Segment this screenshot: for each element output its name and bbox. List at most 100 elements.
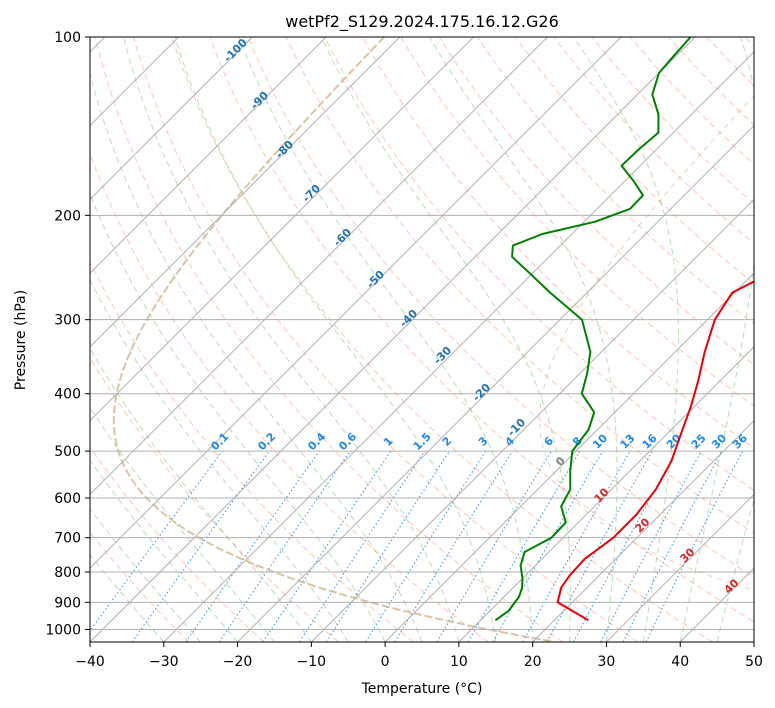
mixing-ratio-line: [645, 450, 743, 642]
x-tick-label: −30: [149, 654, 179, 670]
isotherm-label: -90: [248, 89, 271, 112]
y-tick-label: 300: [54, 313, 81, 329]
mixing-ratio-line: [325, 450, 450, 642]
isotherm-label: -70: [300, 182, 323, 205]
isotherm-label: -30: [431, 344, 454, 367]
theta-e-line: [539, 95, 754, 591]
dry-adiabat: [94, 37, 564, 642]
mixing-ratio-label: 0.1: [208, 430, 231, 453]
mixing-ratio-line: [365, 450, 487, 642]
y-tick-label: 400: [54, 387, 81, 403]
isotherm-label: -20: [470, 381, 493, 404]
moist-adiabat: [90, 507, 202, 642]
y-tick-label: 500: [54, 444, 81, 460]
y-tick-label: 700: [54, 531, 81, 547]
mixing-ratio-line: [131, 450, 270, 642]
isotherm-gridline: [606, 493, 754, 642]
isotherm-gridline: [237, 124, 754, 642]
chart-title: wetPf2_S129.2024.175.16.12.G26: [285, 12, 559, 32]
isotherm-gridline: [163, 51, 754, 642]
isotherm-label: -60: [331, 226, 354, 249]
moist-adiabat: [90, 347, 312, 642]
mixing-ratio-line: [218, 450, 351, 642]
mixing-ratio-label: 16: [640, 431, 660, 451]
moist-adiabat: [90, 71, 423, 642]
dry-adiabat: [706, 37, 754, 87]
moist-adiabat: [716, 497, 754, 642]
isotherm-label: -100: [221, 36, 250, 65]
moist-adiabat: [174, 37, 497, 642]
isotherm-gridline: [532, 419, 754, 642]
mixing-ratio-label: 3: [476, 434, 491, 449]
moist-adiabat: [573, 37, 680, 642]
mixing-ratio-line: [467, 450, 581, 642]
moist-adiabat: [90, 406, 275, 642]
x-tick-label: 10: [450, 654, 468, 670]
theta-e-line: [112, 37, 556, 642]
isotherm-gridline: [90, 37, 696, 642]
moist-adiabat: [320, 37, 571, 642]
moist-adiabat: [90, 459, 238, 642]
temperature-profile: [556, 280, 754, 622]
isotherm-gridline: [90, 37, 548, 496]
isotherm-gridline: [458, 346, 754, 642]
moist-adiabat: [90, 553, 165, 642]
isotherm-gridline: [90, 37, 622, 569]
x-axis-title: Temperature (°C): [361, 681, 483, 697]
isotherm-gridline: [90, 37, 401, 348]
mixing-ratio-line: [394, 450, 513, 642]
dry-adiabat: [90, 152, 489, 642]
y-tick-label: 800: [54, 565, 81, 581]
x-tick-label: 40: [671, 654, 689, 670]
axis-ticks: −40 −30 −20 −10 0 10 20 30 40 50 100 200 300 400 500 60…: [45, 30, 763, 670]
dry-adiabat-label: 40: [722, 576, 742, 596]
dry-adiabat: [515, 37, 754, 285]
moist-adiabat: [90, 278, 349, 642]
isotherm-label: -80: [273, 138, 296, 161]
series-layer: [494, 37, 754, 622]
isotherm-gridline: [384, 272, 754, 642]
x-tick-label: 0: [381, 654, 390, 670]
isotherm-label: -50: [364, 268, 387, 291]
mixing-ratio-label: 13: [618, 432, 638, 452]
mixing-ratio-line: [573, 450, 677, 642]
dry-adiabat: [476, 37, 754, 325]
x-tick-label: −20: [223, 654, 253, 670]
grid-layer: [90, 37, 754, 642]
dry-adiabat: [90, 356, 339, 642]
mixing-ratio-line: [185, 450, 320, 642]
dry-adiabat: [323, 37, 754, 491]
mixing-ratio-line: [262, 450, 392, 642]
y-axis-title: Pressure (hPa): [13, 290, 29, 390]
x-tick-label: 50: [745, 654, 763, 670]
y-tick-label: 200: [54, 208, 81, 224]
x-tick-label: −40: [75, 654, 105, 670]
dry-adiabat-label: 20: [633, 515, 653, 535]
isotherm-gridline: [679, 567, 754, 642]
x-tick-label: 20: [524, 654, 542, 670]
dry-adiabat: [247, 37, 754, 578]
dewpoint-profile: [494, 37, 692, 622]
moist-adiabat: [90, 192, 386, 642]
mixing-ratio-label: 2: [440, 434, 455, 449]
isotherm-label: -40: [397, 307, 420, 330]
mixing-ratio-line: [299, 450, 426, 642]
y-tick-label: 600: [54, 491, 81, 507]
isotherm-gridline: [90, 37, 475, 422]
isotherm-gridline: [90, 37, 327, 274]
plot-frame: [89, 36, 755, 643]
mixing-ratio-line: [546, 450, 653, 642]
mixing-ratio-line: [522, 450, 631, 642]
x-tick-label: 30: [598, 654, 616, 670]
moist-adiabat: [238, 37, 534, 642]
y-tick-label: 100: [54, 30, 81, 46]
isotherm-gridline: [753, 641, 754, 642]
mixing-ratio-label: 1: [381, 434, 396, 449]
y-tick-label: 1000: [45, 622, 81, 638]
dry-adiabat: [285, 37, 754, 535]
isotherm-gridline: [90, 37, 253, 201]
dry-adiabat: [438, 37, 754, 366]
isopleth-labels: -100-90-80-70-60-50-40-30-20-100.1 0.2 0.4…: [208, 36, 750, 597]
moist-adiabat: [429, 37, 618, 642]
